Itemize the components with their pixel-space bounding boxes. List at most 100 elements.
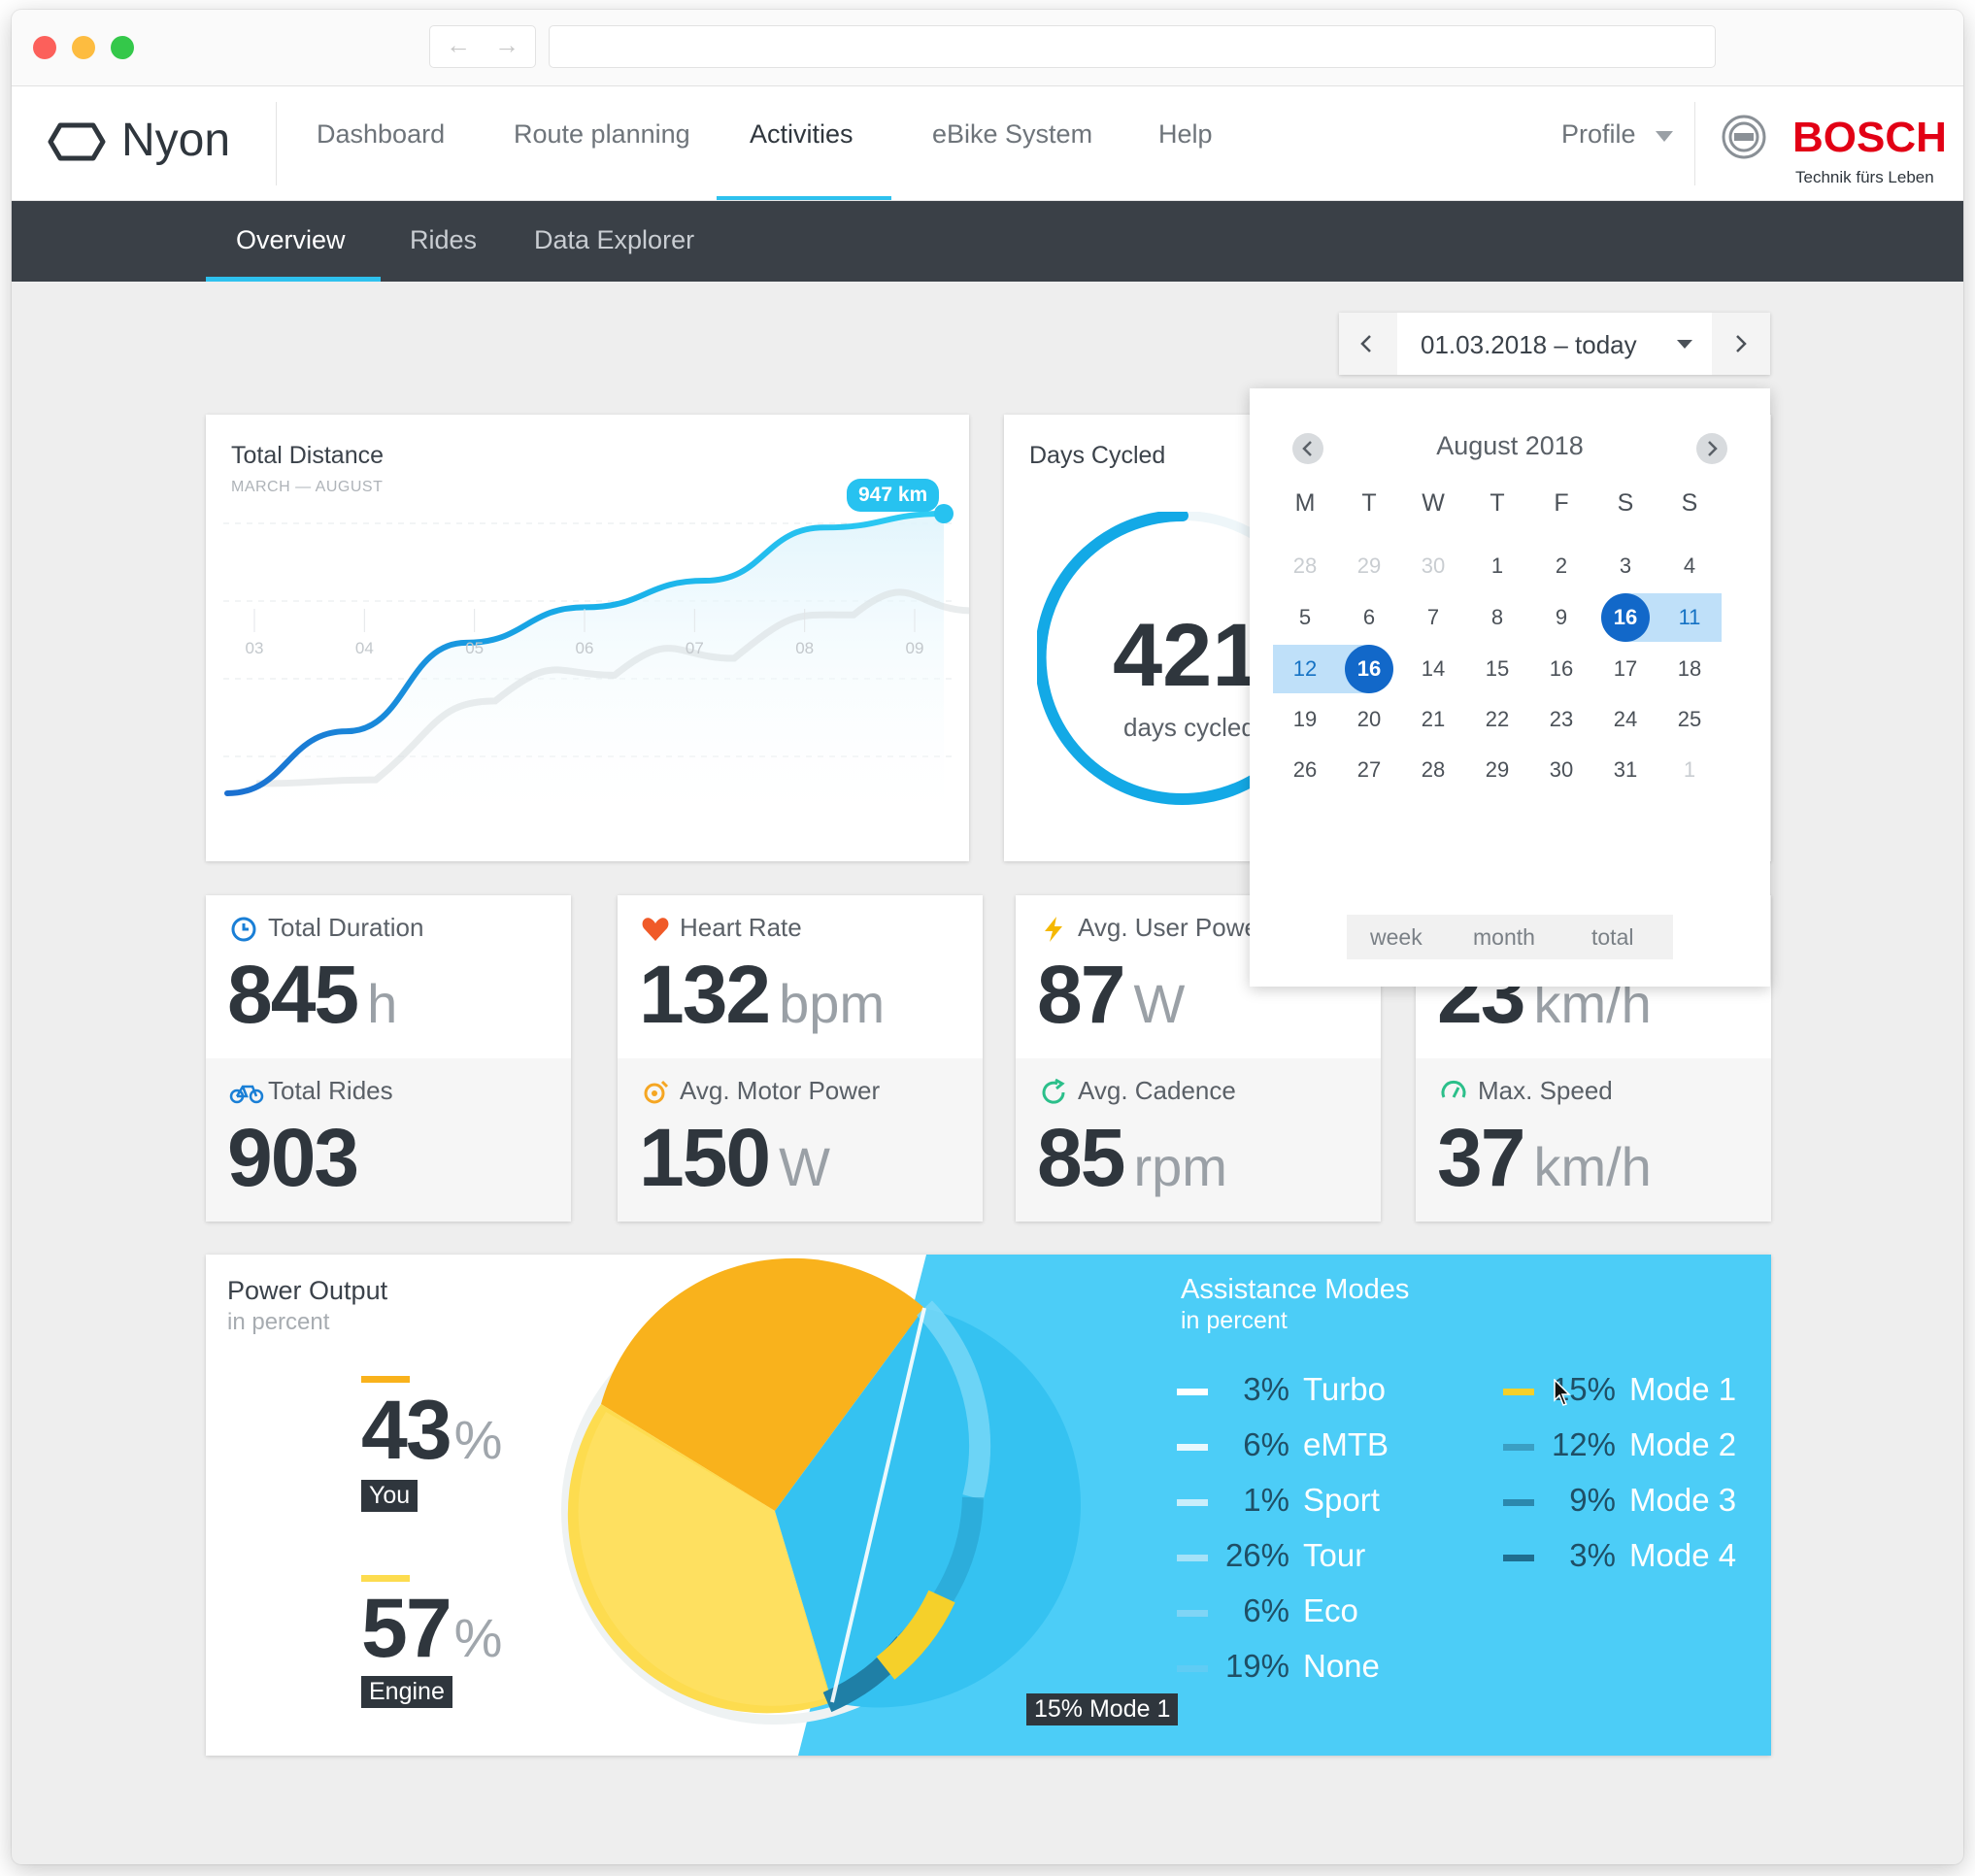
- chevron-down-icon[interactable]: [1677, 340, 1692, 350]
- calendar-day[interactable]: 2: [1555, 553, 1568, 578]
- chevron-right-icon: [1708, 441, 1718, 456]
- calendar-day[interactable]: 23: [1549, 707, 1574, 731]
- chevron-down-icon[interactable]: [1656, 131, 1673, 143]
- calendar-day[interactable]: 22: [1485, 707, 1510, 731]
- calendar-day[interactable]: 7: [1426, 605, 1440, 629]
- calendar-day[interactable]: 21: [1421, 707, 1446, 731]
- prev-month-button[interactable]: [1292, 433, 1323, 464]
- mode1-tooltip: 15% Mode 1: [1026, 1693, 1179, 1725]
- minimize-window-button[interactable]: [72, 36, 95, 59]
- total-duration-label: Total Duration: [268, 913, 424, 942]
- legend-mode-name: Eco: [1303, 1592, 1358, 1628]
- calendar-day[interactable]: 26: [1292, 757, 1318, 782]
- calendar-day[interactable]: 28: [1292, 553, 1318, 578]
- brand-name[interactable]: Nyon: [121, 115, 231, 166]
- assistance-mode-row[interactable]: 9% Mode 3: [1503, 1482, 1765, 1521]
- bosch-tagline: Technik fürs Leben: [1795, 168, 1934, 186]
- calendar-day[interactable]: 1: [1490, 553, 1504, 578]
- assistance-mode-row[interactable]: 6% eMTB: [1177, 1426, 1488, 1465]
- weekday-header: M: [1294, 489, 1316, 517]
- nav-ebike-system[interactable]: eBike System: [932, 119, 1093, 149]
- tab-data-explorer[interactable]: Data Explorer: [534, 225, 695, 254]
- calendar-day[interactable]: 20: [1356, 707, 1382, 731]
- stat-avg-motor-power: Avg. Motor Power 150 W: [618, 1058, 983, 1222]
- max-speed-label: Max. Speed: [1478, 1076, 1613, 1105]
- weekday-header: F: [1554, 489, 1569, 517]
- calendar-day[interactable]: 16: [1549, 656, 1574, 681]
- chevron-left-icon[interactable]: [1358, 334, 1374, 353]
- calendar-day[interactable]: 25: [1677, 707, 1702, 731]
- total-duration-value: 845 h: [227, 949, 398, 1040]
- assistance-mode-row[interactable]: 6% Eco: [1177, 1592, 1488, 1631]
- titlebar: ← →: [12, 10, 1963, 86]
- calendar-day[interactable]: 14: [1421, 656, 1446, 681]
- days-cycled-value: 421: [1113, 606, 1262, 705]
- calendar-day[interactable]: 29: [1485, 757, 1510, 782]
- calendar-day[interactable]: 9: [1555, 605, 1568, 629]
- calendar-day[interactable]: 4: [1683, 553, 1696, 578]
- profile-menu[interactable]: Profile: [1561, 119, 1636, 149]
- calendar-day[interactable]: 19: [1292, 707, 1318, 731]
- back-icon[interactable]: ←: [446, 30, 471, 59]
- calendar-day[interactable]: 29: [1356, 553, 1382, 578]
- range-month-option[interactable]: month: [1473, 924, 1535, 950]
- assistance-mode-row[interactable]: 26% Tour: [1177, 1537, 1488, 1576]
- legend-swatch: [1177, 1665, 1208, 1672]
- assistance-mode-row[interactable]: 19% None: [1177, 1648, 1488, 1687]
- calendar-day[interactable]: 28: [1421, 757, 1446, 782]
- tab-overview[interactable]: Overview: [236, 225, 346, 254]
- assistance-modes-panel: [798, 1255, 1771, 1756]
- assistance-mode-row[interactable]: 3% Turbo: [1177, 1371, 1488, 1410]
- tab-rides[interactable]: Rides: [410, 225, 478, 254]
- calendar-day[interactable]: 6: [1362, 605, 1376, 629]
- stat-card-2: Heart Rate 132 bpm Avg. Motor Power 150 W: [618, 895, 983, 1222]
- calendar-day[interactable]: 30: [1421, 553, 1446, 578]
- calendar-day[interactable]: 27: [1356, 757, 1382, 782]
- calendar-day[interactable]: 5: [1298, 605, 1312, 629]
- nav-help[interactable]: Help: [1158, 119, 1213, 149]
- nav-route-planning[interactable]: Route planning: [514, 119, 690, 149]
- calendar-day[interactable]: 12: [1273, 645, 1337, 693]
- assistance-mode-row[interactable]: 1% Sport: [1177, 1482, 1488, 1521]
- nav-dashboard[interactable]: Dashboard: [317, 119, 446, 149]
- stat-total-duration: Total Duration 845 h: [206, 895, 571, 1058]
- assistance-mode-row[interactable]: 15% Mode 1: [1503, 1371, 1765, 1410]
- calendar-day[interactable]: 11: [1657, 593, 1722, 642]
- you-label: You: [361, 1480, 418, 1512]
- maximize-window-button[interactable]: [111, 36, 134, 59]
- calendar-day[interactable]: 16: [1593, 593, 1657, 642]
- range-week-option[interactable]: week: [1370, 924, 1423, 950]
- legend-swatch: [1503, 1555, 1534, 1561]
- bosch-wordmark: BOSCH: [1792, 114, 1947, 161]
- range-total-option[interactable]: total: [1591, 924, 1634, 950]
- avg-user-power-value: 87 W: [1037, 949, 1186, 1040]
- forward-icon[interactable]: →: [494, 30, 519, 59]
- calendar-day[interactable]: 18: [1677, 656, 1702, 681]
- calendar-day[interactable]: 30: [1549, 757, 1574, 782]
- x-tick-label: 08: [795, 639, 814, 657]
- close-window-button[interactable]: [33, 36, 56, 59]
- calendar-day[interactable]: 31: [1613, 757, 1638, 782]
- calendar-range-options: week month total: [1347, 915, 1673, 959]
- calendar-day[interactable]: 24: [1613, 707, 1638, 731]
- date-range-picker[interactable]: 01.03.2018 – today: [1339, 313, 1770, 375]
- distance-point[interactable]: [934, 504, 954, 523]
- date-range-label[interactable]: 01.03.2018 – today: [1421, 330, 1637, 359]
- nav-activities[interactable]: Activities: [750, 119, 854, 149]
- assistance-mode-row[interactable]: 3% Mode 4: [1503, 1537, 1765, 1576]
- chevron-right-icon[interactable]: [1733, 334, 1749, 353]
- calendar-day[interactable]: 16: [1337, 645, 1401, 693]
- weekday-header: S: [1681, 489, 1698, 517]
- calendar-day[interactable]: 15: [1485, 656, 1510, 681]
- next-month-button[interactable]: [1696, 433, 1727, 464]
- calendar-day[interactable]: 17: [1613, 656, 1638, 681]
- legend-percent: 9%: [1569, 1482, 1616, 1518]
- calendar-day[interactable]: 1: [1683, 757, 1696, 782]
- address-bar[interactable]: [549, 25, 1716, 68]
- legend-mode-name: Mode 3: [1629, 1482, 1737, 1518]
- calendar-day[interactable]: 3: [1619, 553, 1632, 578]
- assistance-mode-row[interactable]: 12% Mode 2: [1503, 1426, 1765, 1465]
- legend-percent: 26%: [1224, 1537, 1289, 1573]
- calendar-month-title: August 2018: [1436, 431, 1584, 460]
- calendar-day[interactable]: 8: [1490, 605, 1504, 629]
